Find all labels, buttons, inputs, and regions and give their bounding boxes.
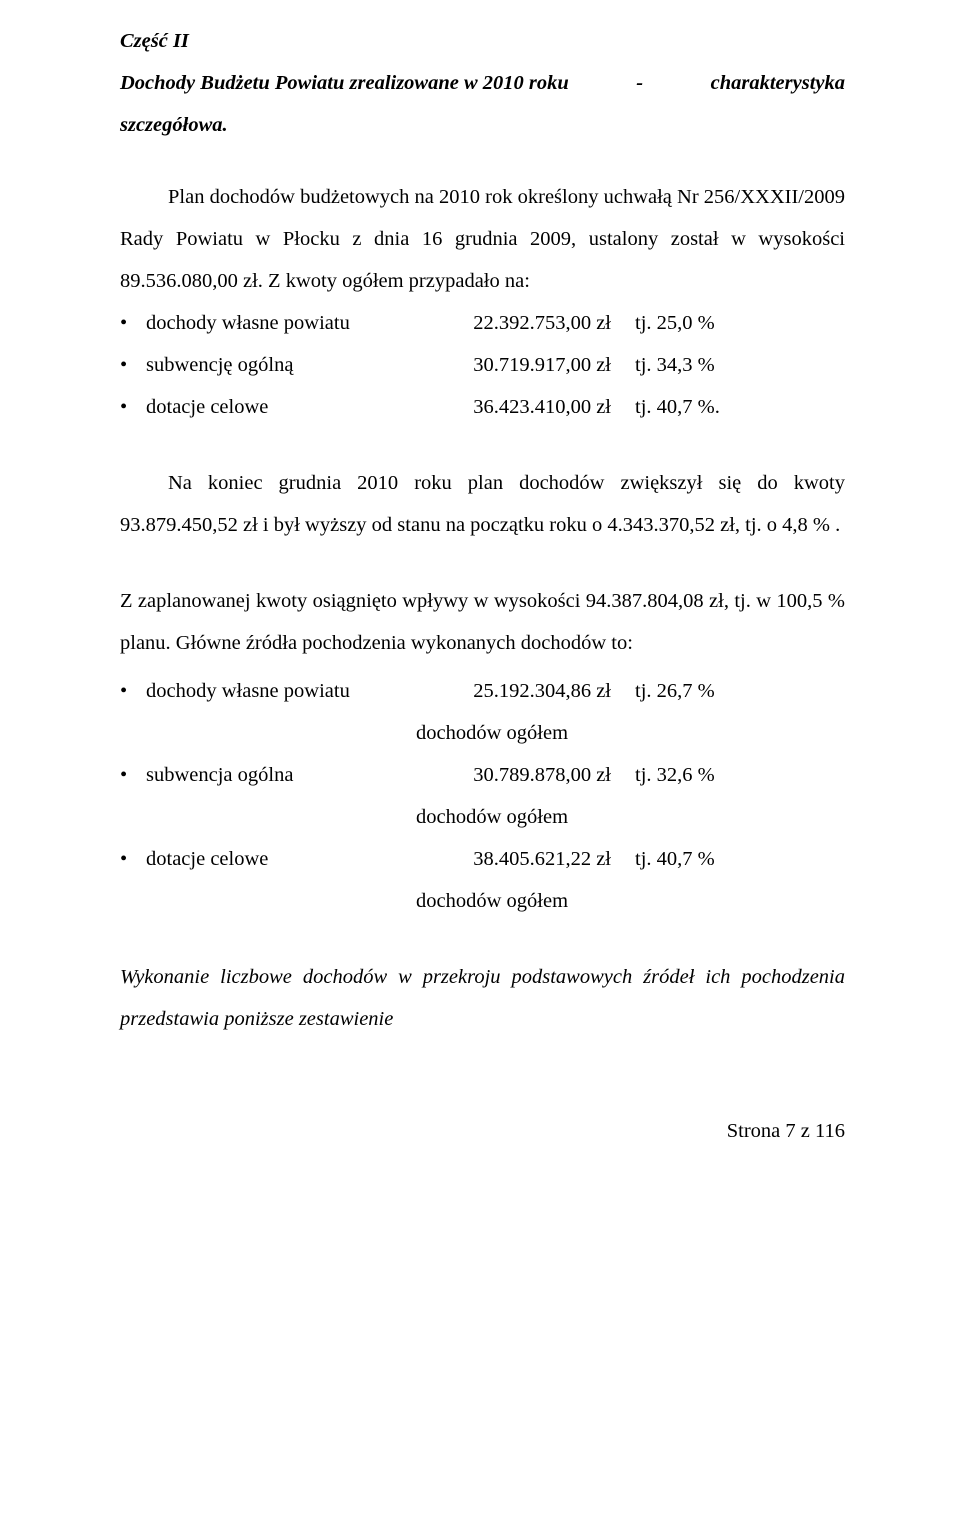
item-label: dotacje celowe: [146, 386, 416, 428]
item-percent: tj. 25,0 %: [635, 302, 845, 344]
item-label: dochody własne powiatu: [146, 302, 416, 344]
list-item: • dotacje celowe 38.405.621,22 zł tj. 40…: [120, 838, 845, 880]
bullet-icon: •: [120, 838, 146, 880]
bullet-icon: •: [120, 386, 146, 428]
item-label: subwencja ogólna: [146, 754, 416, 796]
item-sublabel: dochodów ogółem: [120, 796, 568, 838]
item-value: 30.719.917,00 zł: [416, 344, 635, 386]
item-sublabel: dochodów ogółem: [120, 712, 568, 754]
list-item: • dochody własne powiatu 25.192.304,86 z…: [120, 670, 845, 712]
bullet-icon: •: [120, 344, 146, 386]
paragraph-4: Wykonanie liczbowe dochodów w przekroju …: [120, 956, 845, 1040]
part-label: Część II: [120, 20, 845, 62]
item-value: 36.423.410,00 zł: [416, 386, 635, 428]
bullet-icon: •: [120, 754, 146, 796]
paragraph-3: Z zaplanowanej kwoty osiągnięto wpływy w…: [120, 580, 845, 664]
item-value: 22.392.753,00 zł: [416, 302, 635, 344]
list-item: • subwencję ogólną 30.719.917,00 zł tj. …: [120, 344, 845, 386]
document-page: Część II Dochody Budżetu Powiatu zrealiz…: [0, 0, 960, 1537]
paragraph-2: Na koniec grudnia 2010 roku plan dochodó…: [120, 462, 845, 546]
list-item: dochodów ogółem: [120, 796, 845, 838]
item-percent: tj. 26,7 %: [635, 670, 845, 712]
item-value: 38.405.621,22 zł: [416, 838, 635, 880]
item-percent: tj. 34,3 %: [635, 344, 845, 386]
list-item: • subwencja ogólna 30.789.878,00 zł tj. …: [120, 754, 845, 796]
list-item: • dochody własne powiatu 22.392.753,00 z…: [120, 302, 845, 344]
item-sublabel: dochodów ogółem: [120, 880, 568, 922]
paragraph-1: Plan dochodów budżetowych na 2010 rok ok…: [120, 176, 845, 302]
page-footer: Strona 7 z 116: [120, 1110, 845, 1152]
bullet-list-1: • dochody własne powiatu 22.392.753,00 z…: [120, 302, 845, 428]
item-percent: tj. 40,7 %.: [635, 386, 845, 428]
list-item: dochodów ogółem: [120, 880, 845, 922]
item-value: 25.192.304,86 zł: [416, 670, 635, 712]
bullet-list-2: • dochody własne powiatu 25.192.304,86 z…: [120, 670, 845, 922]
item-percent: tj. 32,6 %: [635, 754, 845, 796]
list-item: • dotacje celowe 36.423.410,00 zł tj. 40…: [120, 386, 845, 428]
item-value: 30.789.878,00 zł: [416, 754, 635, 796]
title-line-2: szczegółowa.: [120, 104, 845, 146]
item-label: dochody własne powiatu: [146, 670, 416, 712]
item-percent: tj. 40,7 %: [635, 838, 845, 880]
item-label: dotacje celowe: [146, 838, 416, 880]
title-sep: -: [636, 62, 643, 104]
title-left: Dochody Budżetu Powiatu zrealizowane w 2…: [120, 62, 569, 104]
title-right: charakterystyka: [711, 62, 845, 104]
title-line-1: Dochody Budżetu Powiatu zrealizowane w 2…: [120, 62, 845, 104]
list-item: dochodów ogółem: [120, 712, 845, 754]
bullet-icon: •: [120, 302, 146, 344]
item-label: subwencję ogólną: [146, 344, 416, 386]
bullet-icon: •: [120, 670, 146, 712]
